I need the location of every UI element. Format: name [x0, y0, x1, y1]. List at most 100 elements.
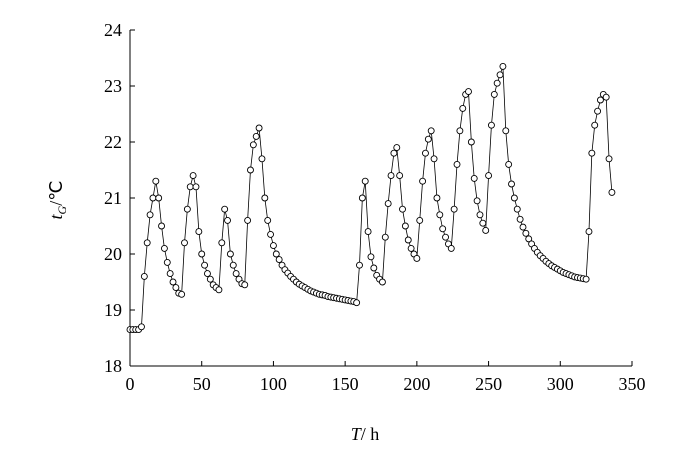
data-point: [370, 264, 378, 272]
data-point: [138, 323, 145, 331]
data-point: [204, 270, 211, 278]
y-tick-label: 19: [104, 300, 122, 320]
data-point: [178, 290, 186, 298]
data-point: [361, 177, 369, 185]
data-point: [166, 270, 174, 278]
data-point: [499, 62, 507, 70]
x-tick-label: 50: [193, 374, 211, 394]
data-point: [158, 222, 166, 230]
data-point: [430, 155, 438, 163]
data-point: [513, 205, 521, 213]
data-point: [424, 135, 432, 143]
y-tick-label: 22: [104, 132, 122, 152]
data-point: [502, 127, 510, 135]
data-point: [396, 172, 404, 180]
data-point: [155, 194, 163, 202]
data-point: [261, 194, 269, 202]
data-point: [436, 211, 444, 219]
data-point: [413, 255, 421, 262]
data-point: [519, 223, 527, 231]
data-point: [390, 149, 398, 157]
data-point: [433, 194, 441, 202]
data-point: [508, 180, 515, 188]
data-point: [198, 250, 206, 258]
x-tick-label: 250: [475, 374, 502, 394]
data-point: [215, 286, 223, 294]
data-point: [608, 188, 616, 196]
data-point: [255, 124, 263, 132]
data-point: [229, 261, 237, 269]
y-tick-label: 20: [104, 244, 122, 264]
data-point: [192, 183, 200, 191]
data-point: [596, 96, 604, 104]
data-point: [195, 228, 203, 236]
data-point: [602, 93, 610, 101]
data-point: [496, 71, 504, 79]
data-point: [267, 230, 275, 238]
data-point: [378, 278, 386, 286]
data-point: [247, 166, 254, 174]
data-point: [588, 149, 596, 157]
data-point: [387, 172, 395, 180]
data-point: [146, 211, 154, 219]
data-point: [224, 216, 231, 224]
data-point: [206, 275, 214, 283]
data-point: [505, 160, 513, 168]
data-point: [485, 172, 493, 180]
data-point: [470, 174, 478, 182]
data-point: [381, 233, 389, 241]
data-point: [244, 216, 252, 224]
data-point: [490, 90, 498, 98]
data-point: [264, 216, 272, 224]
data-point: [149, 194, 157, 202]
data-point: [493, 79, 501, 87]
data-point: [221, 205, 229, 213]
data-point: [143, 239, 151, 247]
data-point: [364, 228, 372, 236]
data-point: [140, 272, 148, 280]
data-point: [189, 172, 197, 180]
data-point: [450, 205, 458, 213]
x-tick-label: 100: [260, 374, 287, 394]
data-point: [427, 127, 435, 135]
data-point: [152, 177, 160, 185]
data-point: [181, 239, 188, 247]
data-point: [269, 242, 277, 250]
data-point: [249, 141, 257, 149]
data-point: [407, 244, 415, 252]
data-point: [172, 284, 180, 292]
data-point: [442, 233, 449, 241]
data-point: [487, 121, 495, 129]
x-label-unit: / h: [361, 424, 380, 444]
x-tick-label: 350: [619, 374, 646, 394]
y-label-subscript: G: [55, 205, 69, 214]
data-point: [516, 215, 524, 223]
data-point: [422, 149, 429, 157]
data-line: [130, 66, 613, 330]
data-point: [525, 235, 533, 243]
data-point: [456, 127, 464, 135]
data-point: [582, 275, 590, 283]
x-axis-label: T/ h: [351, 424, 380, 444]
data-point: [163, 258, 171, 266]
y-tick-label: 24: [104, 20, 122, 40]
data-point: [275, 256, 283, 264]
y-tick-label: 21: [104, 188, 122, 208]
data-point: [160, 244, 168, 252]
data-point: [476, 211, 484, 219]
y-tick-label: 18: [104, 356, 122, 376]
y-label-unit: /℃: [46, 181, 66, 206]
data-point: [594, 107, 602, 115]
x-tick-label: 150: [332, 374, 359, 394]
data-point: [482, 227, 490, 234]
x-tick-label: 0: [126, 374, 135, 394]
data-point: [353, 299, 361, 307]
data-point: [358, 194, 366, 202]
data-point: [605, 155, 613, 163]
data-point: [404, 236, 412, 244]
data-point: [447, 244, 455, 252]
data-point: [186, 183, 194, 191]
data-point: [399, 205, 406, 213]
data-point: [356, 261, 363, 269]
data-point: [232, 270, 240, 278]
